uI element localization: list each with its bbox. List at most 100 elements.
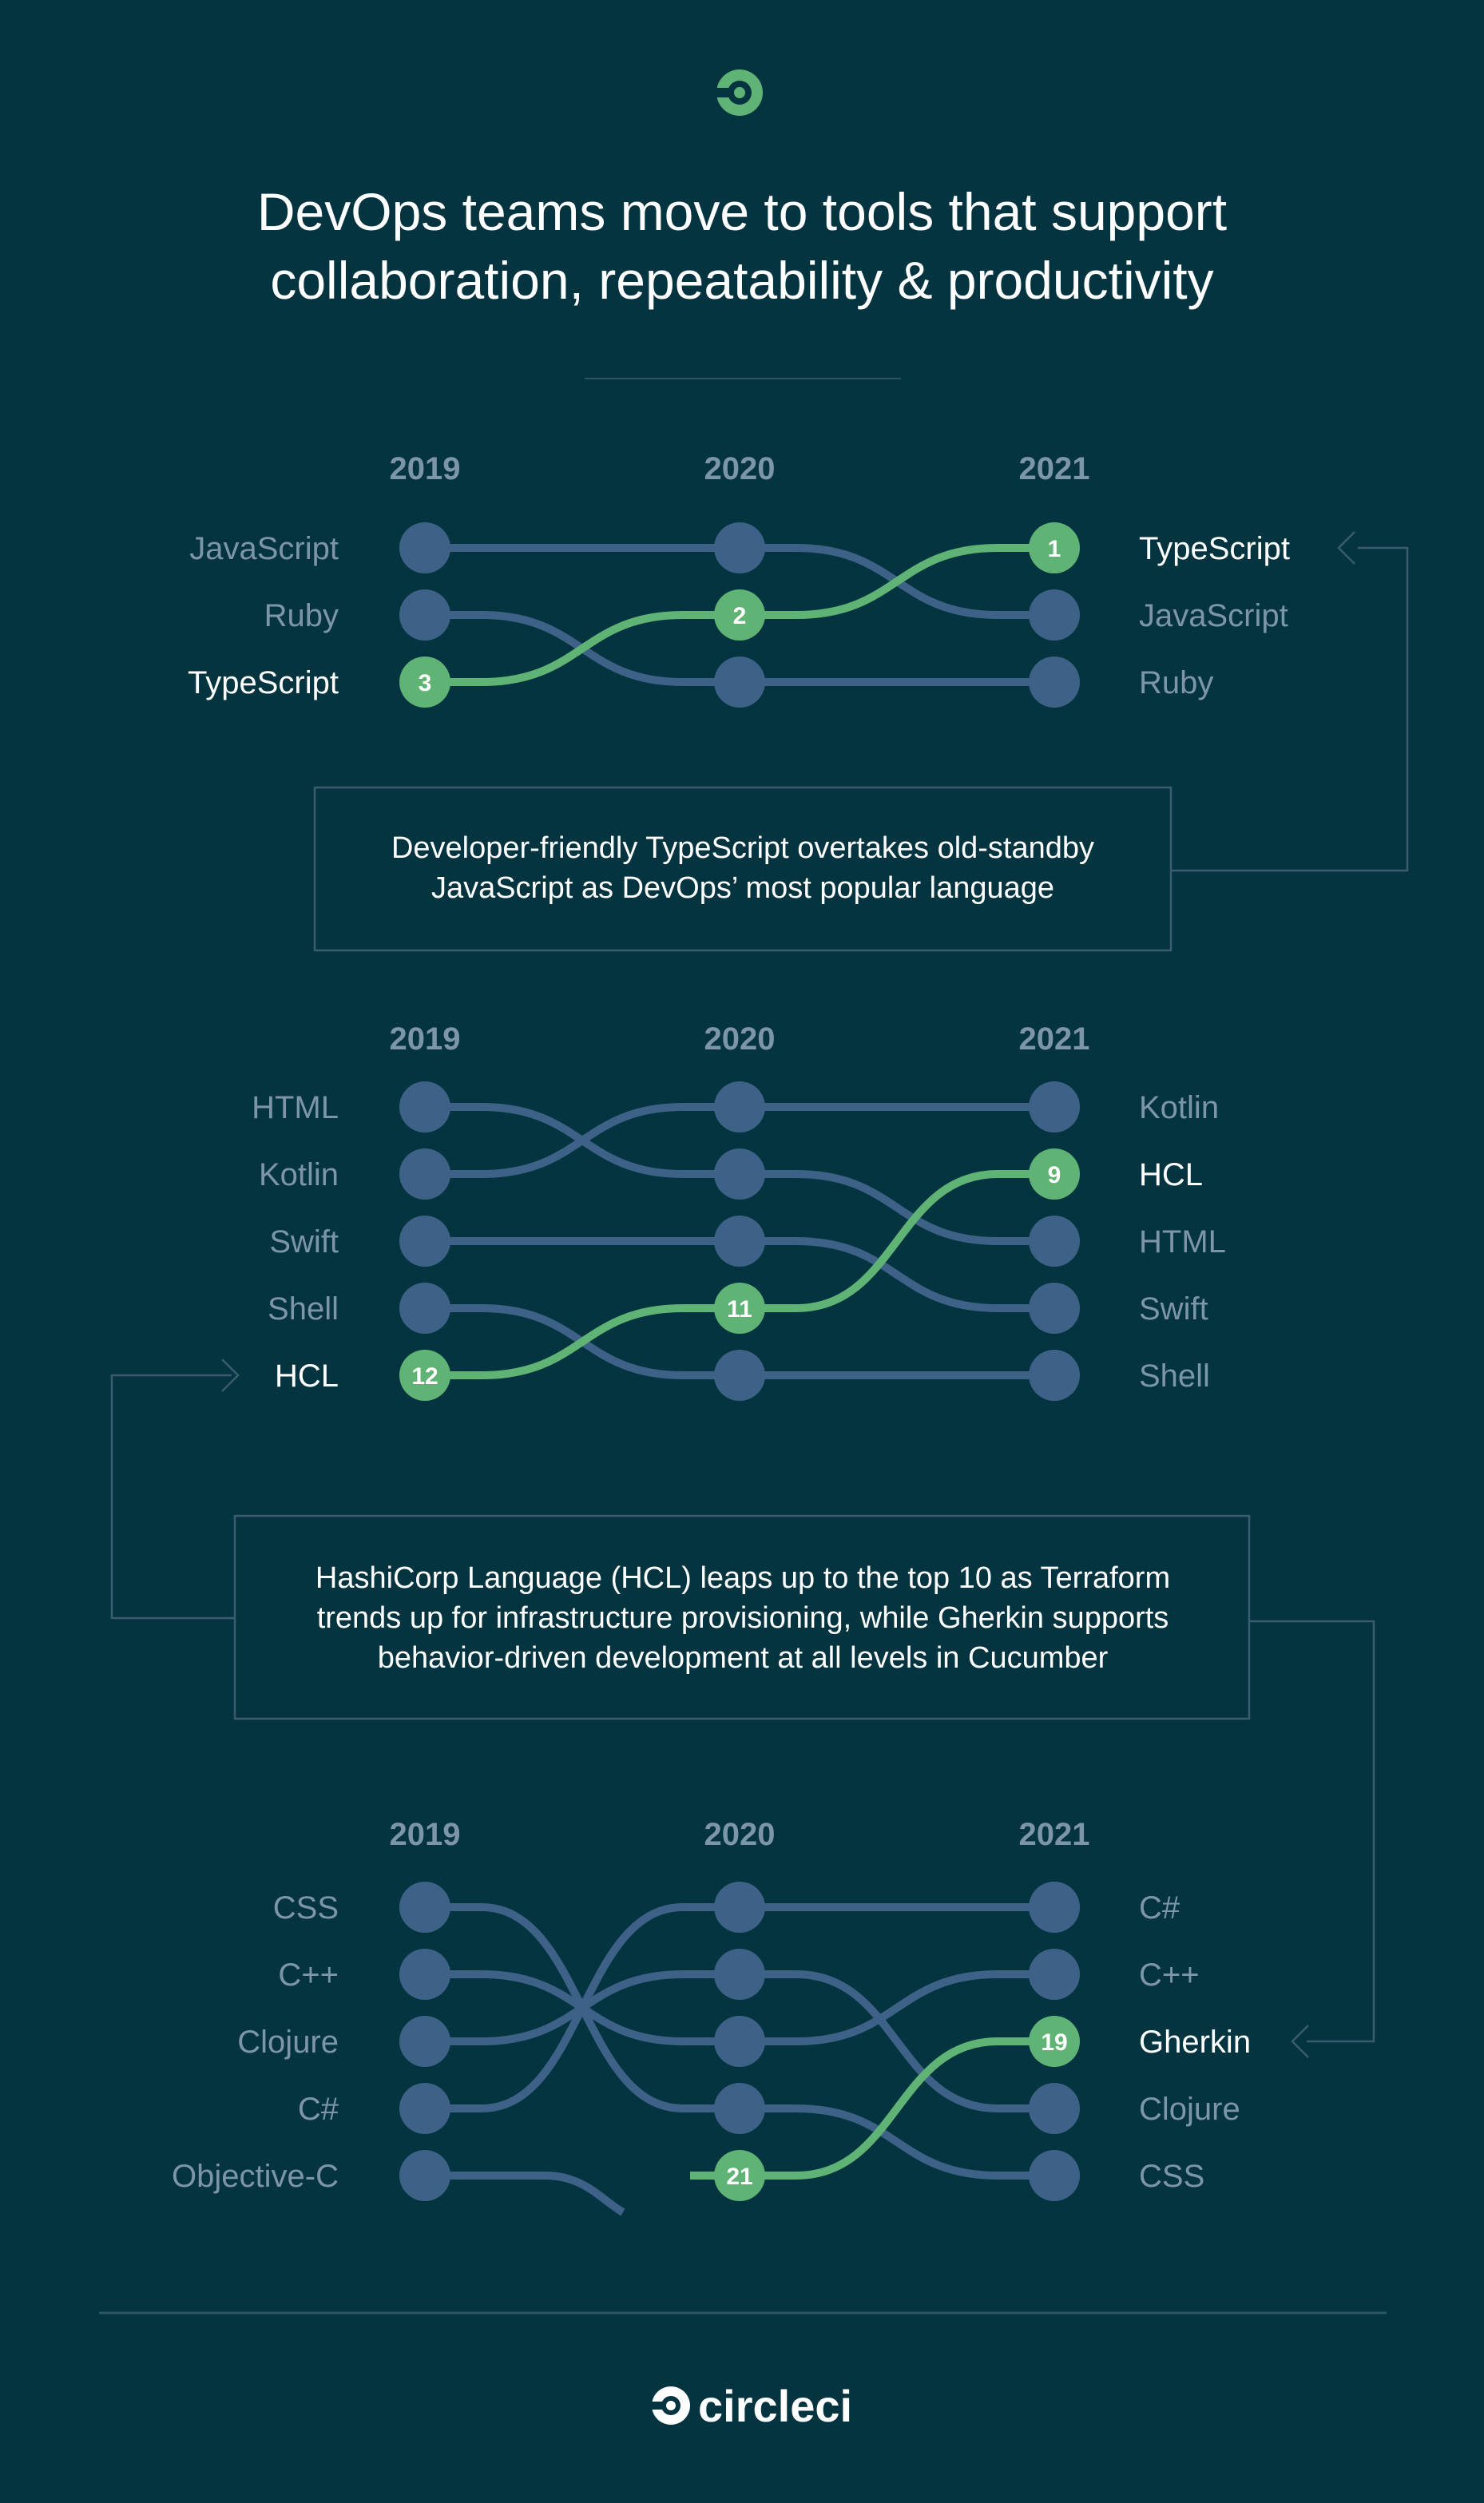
- rank-label-right: Kotlin: [1139, 1090, 1219, 1125]
- rank-node: [1029, 1882, 1080, 1933]
- rank-label-left: Objective-C: [172, 2159, 339, 2194]
- rank-node: [399, 522, 450, 573]
- rank-node: [714, 656, 765, 708]
- headline-line-1: DevOps teams move to tools that support: [257, 182, 1227, 241]
- year-header: 2019: [390, 1021, 461, 1057]
- rank-label-right: C#: [1139, 1890, 1180, 1926]
- year-header: 2021: [1019, 451, 1090, 486]
- rank-node: [714, 1283, 765, 1334]
- rank-node: [399, 1081, 450, 1132]
- rank-label-left: TypeScript: [188, 665, 339, 700]
- rank-node: [399, 1283, 450, 1334]
- rank-label-right: HTML: [1139, 1224, 1226, 1259]
- connector-typescript: [1171, 546, 1409, 872]
- headline-line-2: collaboration, repeatability & productiv…: [270, 251, 1213, 310]
- rank-node: [399, 2016, 450, 2067]
- year-header: 2020: [704, 451, 776, 486]
- connectors: [110, 531, 1409, 2058]
- rank-number: 9: [1048, 1162, 1061, 1188]
- rank-node: [1029, 522, 1080, 573]
- rank-label-left: Ruby: [264, 598, 339, 633]
- rank-node: [399, 1949, 450, 2000]
- note-box-hcl: [233, 1514, 1251, 1720]
- rank-node: [1029, 2150, 1080, 2201]
- note-typescript-line: Developer-friendly TypeScript overtakes …: [391, 831, 1094, 865]
- note-hcl-line: behavior-driven development at all level…: [378, 1641, 1109, 1675]
- rank-label-left: C++: [278, 1958, 339, 1993]
- year-header: 2019: [390, 451, 461, 486]
- rank-node: [714, 1949, 765, 2000]
- arrow-right-icon: [221, 1359, 240, 1392]
- note-box-typescript: [313, 786, 1173, 952]
- rank-node: [714, 1148, 765, 1200]
- connector-hcl: [110, 1374, 235, 1620]
- rank-node: [1029, 2083, 1080, 2134]
- rank-node: [714, 589, 765, 641]
- rank-node: [714, 1081, 765, 1132]
- series-line-hcl: [425, 1170, 1054, 1379]
- circleci-footer-logo-icon: [650, 2386, 690, 2425]
- rank-label-left: Kotlin: [259, 1157, 339, 1192]
- series-line-kotlin: [425, 1102, 1054, 1178]
- rank-node: [1029, 589, 1080, 641]
- rank-label-right: TypeScript: [1139, 531, 1290, 566]
- rank-number: 11: [727, 1296, 752, 1323]
- rank-number: 19: [1041, 2029, 1067, 2056]
- rank-number: 3: [419, 670, 432, 696]
- rank-node: [714, 2083, 765, 2134]
- rank-node: [714, 522, 765, 573]
- rank-label-left: HCL: [275, 1359, 339, 1394]
- circleci-logo-icon: [714, 69, 763, 116]
- rank-node: [399, 1882, 450, 1933]
- series-line-c-: [425, 1903, 1054, 2112]
- rank-node: [1029, 1148, 1080, 1200]
- rank-label-right: JavaScript: [1139, 598, 1288, 633]
- year-header: 2021: [1019, 1817, 1090, 1852]
- bump-chart-1: 2019 2020 2021 JavaScript Ruby TypeScript Type…: [188, 451, 1290, 708]
- rank-number: 21: [726, 2164, 752, 2190]
- rank-node: [399, 656, 450, 708]
- rank-label-left: CSS: [273, 1890, 339, 1926]
- rank-number: 12: [411, 1363, 438, 1390]
- rank-label-left: C#: [298, 2092, 339, 2127]
- rank-node: [1029, 1283, 1080, 1334]
- rank-label-left: HTML: [252, 1090, 339, 1125]
- rank-label-right: HCL: [1139, 1157, 1203, 1192]
- rank-label-left: Shell: [268, 1291, 339, 1327]
- rank-label-left: Swift: [269, 1224, 339, 1259]
- series-line-typescript: [425, 544, 1054, 686]
- bump-chart-2: 2019 2020 2021 HTML Kotlin Swift Shell HCL Kotli…: [252, 1021, 1226, 1401]
- year-header: 2021: [1019, 1021, 1090, 1057]
- rank-label-right: CSS: [1139, 2159, 1204, 2194]
- note-hcl-line: HashiCorp Language (HCL) leaps up to the…: [315, 1561, 1170, 1595]
- rank-node: [399, 1350, 450, 1401]
- rank-node: [1029, 1350, 1080, 1401]
- rank-label-right: Clojure: [1139, 2092, 1240, 2127]
- rank-node: [714, 1882, 765, 1933]
- rank-node: [1029, 1216, 1080, 1267]
- rank-label-right: Ruby: [1139, 665, 1213, 700]
- rank-node: [1029, 1949, 1080, 2000]
- rank-label-left: Clojure: [237, 2025, 339, 2060]
- rank-label-right: Shell: [1139, 1359, 1210, 1394]
- rank-label-right: Swift: [1139, 1291, 1208, 1327]
- bump-chart-3: 2019 2020 2021 CSS C++ Clojure C# Objective-C C#…: [172, 1817, 1251, 2216]
- rank-node: [714, 1350, 765, 1401]
- rank-node: [714, 2150, 765, 2201]
- rank-label-left: JavaScript: [189, 531, 339, 566]
- rank-node: [399, 2150, 450, 2201]
- rank-node: [1029, 1081, 1080, 1132]
- connector-gherkin: [1249, 1620, 1375, 2043]
- rank-label-right: C++: [1139, 1958, 1200, 1993]
- note-hcl-line: trends up for infrastructure provisionin…: [317, 1601, 1169, 1635]
- footer-brand-name: circleci: [698, 2381, 852, 2431]
- rank-node: [399, 1148, 450, 1200]
- year-header: 2020: [704, 1817, 776, 1852]
- note-typescript-line: JavaScript as DevOps’ most popular langu…: [431, 871, 1054, 905]
- year-header: 2019: [390, 1817, 461, 1852]
- series-line-objective-c: [425, 2172, 625, 2216]
- series-line-swift: [425, 1237, 1054, 1312]
- rank-label-right: Gherkin: [1139, 2025, 1251, 2060]
- rank-node: [714, 2016, 765, 2067]
